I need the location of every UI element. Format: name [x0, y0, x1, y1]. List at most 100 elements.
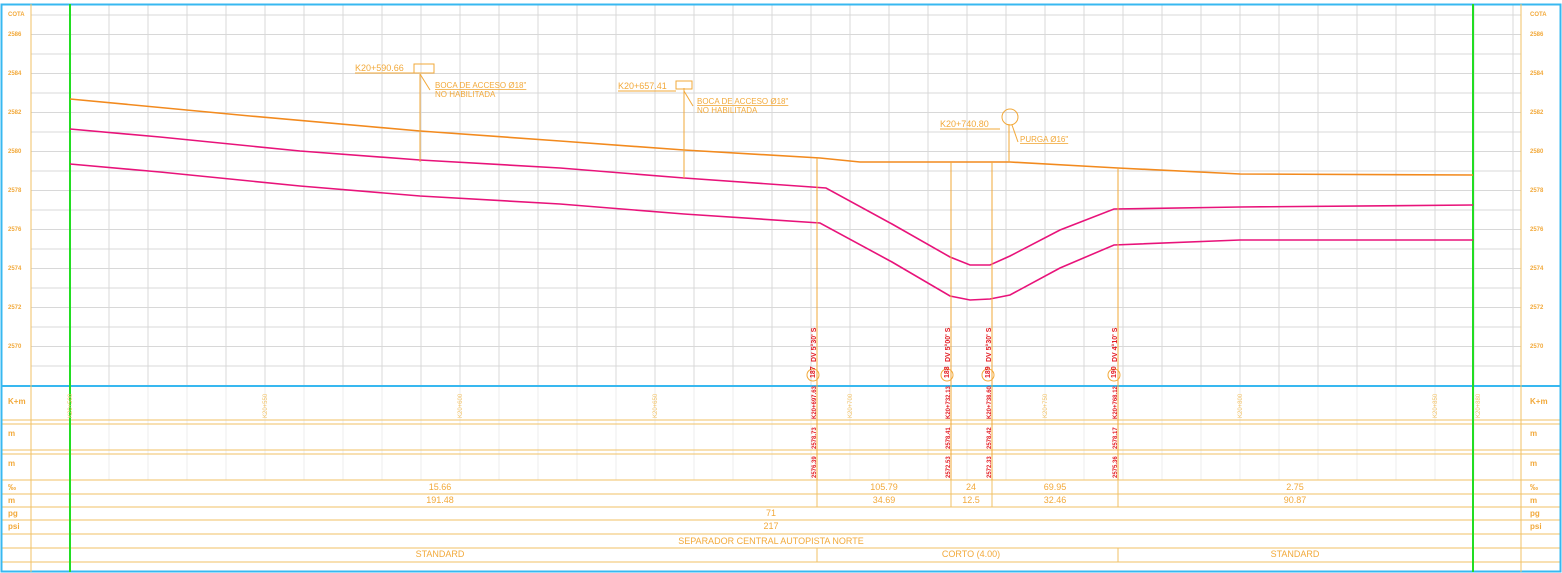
purga-symbol-icon: [1001, 108, 1019, 126]
row-label: ‰: [1530, 483, 1538, 492]
cota-label-left: COTA: [8, 12, 25, 18]
elevation-label: 2574: [8, 266, 22, 272]
vertex-elevation-b: 2575.36: [1113, 456, 1119, 478]
vertex-marker-icon: [981, 368, 995, 382]
elevation-label: 2584: [8, 71, 22, 77]
vertex-elevation-a: 2578.17: [1113, 427, 1119, 449]
row-label: psi: [8, 522, 20, 531]
vertex-marker-icon: [1107, 368, 1121, 382]
table-row-labels: K+m K+m m m m m ‰ ‰ m m pg pg psi psi: [8, 397, 1548, 531]
station-label: K20+500: [68, 393, 74, 418]
annotation-line1: BOCA DE ACCESO Ø18": [435, 81, 526, 90]
elevation-label: 2572: [1530, 305, 1544, 311]
vertex-chainage: K20+738.60: [987, 385, 993, 419]
slope-value: 24: [966, 482, 976, 492]
cota-label-right: COTA: [1530, 12, 1547, 18]
vertex-deflection: DV 4°10' S: [1111, 327, 1119, 362]
slope-value: 69.95: [1044, 482, 1067, 492]
elevation-label: 2574: [1530, 266, 1544, 272]
location-value: SEPARADOR CENTRAL AUTOPISTA NORTE: [678, 536, 864, 546]
elevation-label: 2582: [8, 110, 22, 116]
length-value: 191.48: [426, 495, 454, 505]
type-value: STANDARD: [1271, 549, 1320, 559]
elevation-label: 2582: [1530, 110, 1544, 116]
vertex-elevation-b: 2572.53: [946, 456, 952, 478]
diameter-value: 71: [766, 508, 776, 518]
pressure-value: 217: [763, 521, 778, 531]
vertex-number: 190: [1111, 366, 1118, 378]
vertex-marker-icon: [806, 368, 820, 382]
elevation-label: 2586: [8, 32, 22, 38]
vertex-elevation-a: 2578.73: [812, 427, 818, 449]
length-value: 12.5: [962, 495, 980, 505]
station-label: K20+750: [1043, 393, 1049, 418]
row-label: pg: [1530, 509, 1540, 518]
profile-frame: [0, 3, 1562, 573]
row-label: pg: [8, 509, 18, 518]
elevation-label: 2576: [8, 227, 22, 233]
row-label: m: [1530, 459, 1537, 468]
annotation-line1: PURGA Ø16": [1020, 135, 1068, 144]
vertex-chainage: K20+732.13: [946, 385, 952, 419]
elevation-label: 2570: [8, 344, 22, 350]
annotation-purga: K20+740.80 PURGA Ø16": [940, 108, 1068, 144]
vertex-chainage: K20+768.12: [1113, 385, 1119, 419]
pipe-upper-line: [69, 128, 1474, 266]
vertex-deflection: DV 5°30' S: [810, 327, 818, 362]
annotation-boca-acceso-1: K20+590.66 BOCA DE ACCESO Ø18" NO HABILI…: [355, 63, 526, 99]
vertex-number: 189: [985, 366, 992, 378]
vertex-elevation-b: 2572.33: [987, 456, 993, 478]
station-label: K20+880: [1476, 393, 1482, 418]
station-labels: K20+500 K20+550 K20+600 K20+650 K20+700 K20+7…: [68, 393, 1482, 418]
slope-value: 2.75: [1286, 482, 1304, 492]
type-value: CORTO (4.00): [942, 549, 1000, 559]
vertex-number: 188: [944, 366, 951, 378]
annotation-boca-acceso-2: K20+657.41 BOCA DE ACCESO Ø18" NO HABILI…: [618, 80, 788, 115]
row-label: psi: [1530, 522, 1542, 531]
elevation-label: 2578: [8, 188, 22, 194]
elevation-label: 2572: [8, 305, 22, 311]
annotation-line2: NO HABILITADA: [435, 90, 496, 99]
vertex-labels: 187 DV 5°30' S K20+697.63 2578.73 2576.39 188…: [806, 327, 1121, 478]
annotation-chainage: K20+657.41: [618, 81, 667, 91]
annotation-line1: BOCA DE ACCESO Ø18": [697, 97, 788, 106]
row-label: m: [8, 459, 15, 468]
row-label: ‰: [8, 483, 16, 492]
vertex-chainage: K20+697.63: [812, 385, 818, 419]
elevation-label: 2578: [1530, 188, 1544, 194]
vertex-elevation-a: 2578.41: [946, 427, 952, 449]
station-label: K20+600: [458, 393, 464, 418]
row-label: m: [1530, 429, 1537, 438]
type-value: STANDARD: [416, 549, 465, 559]
row-label: m: [1530, 496, 1537, 505]
slope-value: 15.66: [429, 482, 452, 492]
row-label: m: [8, 429, 15, 438]
elevation-label: 2580: [1530, 149, 1544, 155]
length-value: 32.46: [1044, 495, 1067, 505]
annotation-line2: NO HABILITADA: [697, 106, 758, 115]
elevation-label: 2570: [1530, 344, 1544, 350]
vertex-elevation-a: 2578.42: [987, 427, 993, 449]
vertex-leaders: [419, 74, 1119, 480]
vertex-deflection: DV 5°00' S: [944, 327, 952, 362]
station-label: K20+700: [848, 393, 854, 418]
station-label: K20+800: [1238, 393, 1244, 418]
elevation-label: 2580: [8, 149, 22, 155]
pipe-lower-line: [69, 163, 1473, 301]
station-label: K20+650: [653, 393, 659, 418]
station-label: K20+550: [263, 393, 269, 418]
elevation-label: 2576: [1530, 227, 1544, 233]
table-values: 15.66 105.79 24 69.95 2.75 191.48 34.69 …: [416, 482, 1320, 559]
annotation-chainage: K20+740.80: [940, 119, 989, 129]
vertex-deflection: DV 5°30' S: [985, 327, 993, 362]
slope-value: 105.79: [870, 482, 898, 492]
row-label: m: [8, 496, 15, 505]
annotation-chainage: K20+590.66: [355, 63, 404, 73]
vertex-marker-icon: [940, 368, 954, 382]
station-label: K20+850: [1433, 393, 1439, 418]
terrain-line: [69, 98, 1474, 176]
elevation-labels: 2586 2586 2584 2584 2582 2582 2580 2580 2578 2578…: [8, 32, 1544, 350]
row-label: K+m: [8, 397, 26, 406]
length-value: 90.87: [1284, 495, 1307, 505]
